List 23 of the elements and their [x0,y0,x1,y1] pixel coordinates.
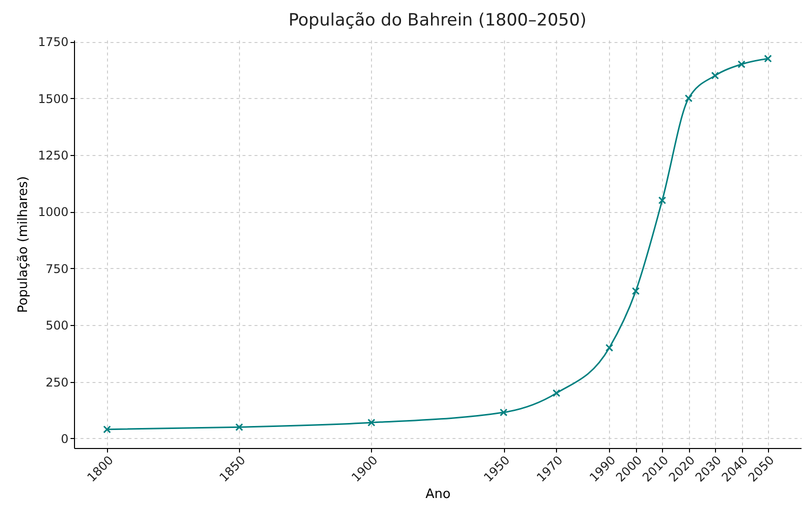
point [658,196,666,204]
y-tick-label: 0 [60,432,68,446]
point [367,418,376,427]
y-tick-label: 1250 [38,148,68,162]
y-tick-label: 1000 [38,205,68,220]
y-tick-label: 250 [46,375,68,390]
y-tick-label: 1750 [38,35,68,50]
point [764,54,772,63]
y-tick-label: 750 [46,262,68,276]
y-tick-label: 500 [46,318,68,333]
point [103,425,111,434]
chart-title: População do Bahrein (1800–2050) [288,10,587,31]
point [235,423,244,432]
point [500,408,508,416]
point [552,389,560,398]
y-axis-title: População (milhares) [16,176,31,313]
point [605,344,614,352]
point [684,94,693,102]
point [711,72,719,80]
x-axis-title: Ano [425,486,451,502]
y-tick-label: 1500 [38,92,68,106]
point [738,60,746,68]
point [632,287,640,295]
